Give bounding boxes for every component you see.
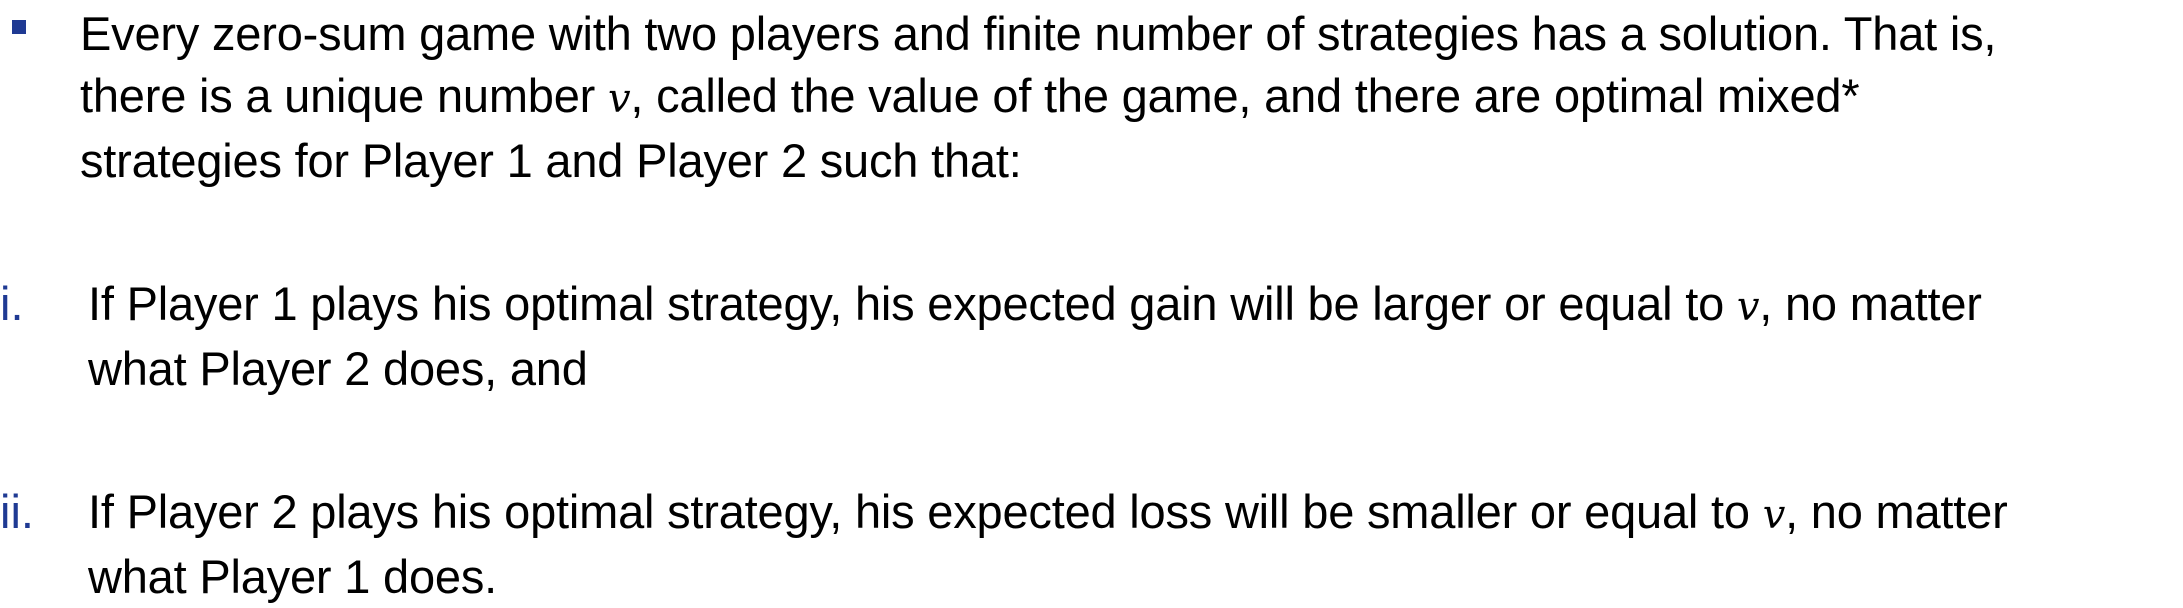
main-bullet-line-2-end: , called the value of the game, and ther… (630, 69, 1860, 122)
value-variable: v (608, 76, 631, 122)
condition-ii-line-1-end: , no matter (1785, 485, 2008, 538)
value-variable: v (1762, 492, 1786, 538)
condition-i-line-1-start: If Player 1 plays his optimal strategy, … (88, 277, 1737, 330)
condition-i-line-1-end: , no matter (1759, 277, 1982, 330)
condition-i-line-1: If Player 1 plays his optimal strategy, … (88, 273, 1982, 338)
condition-ii-text: If Player 2 plays his optimal strategy, … (88, 481, 2008, 608)
main-bullet-line-2: there is a unique number v, called the v… (80, 65, 1996, 130)
roman-marker-ii: ii. (0, 485, 34, 538)
roman-marker-i: i. (0, 277, 24, 330)
square-bullet-icon (12, 20, 26, 34)
condition-ii-line-1: If Player 2 plays his optimal strategy, … (88, 481, 2008, 546)
main-bullet-line-2-start: there is a unique number (80, 69, 608, 122)
main-bullet-text: Every zero-sum game with two players and… (80, 3, 1996, 192)
condition-i-text: If Player 1 plays his optimal strategy, … (88, 273, 1982, 400)
condition-ii-line-2: what Player 1 does. (88, 550, 497, 603)
main-bullet-line-1: Every zero-sum game with two players and… (80, 7, 1997, 60)
condition-i-line-2: what Player 2 does, and (88, 342, 588, 395)
value-variable: v (1736, 284, 1760, 330)
condition-ii-line-1-start: If Player 2 plays his optimal strategy, … (88, 485, 1763, 538)
main-bullet-line-3: strategies for Player 1 and Player 2 suc… (80, 134, 1022, 187)
